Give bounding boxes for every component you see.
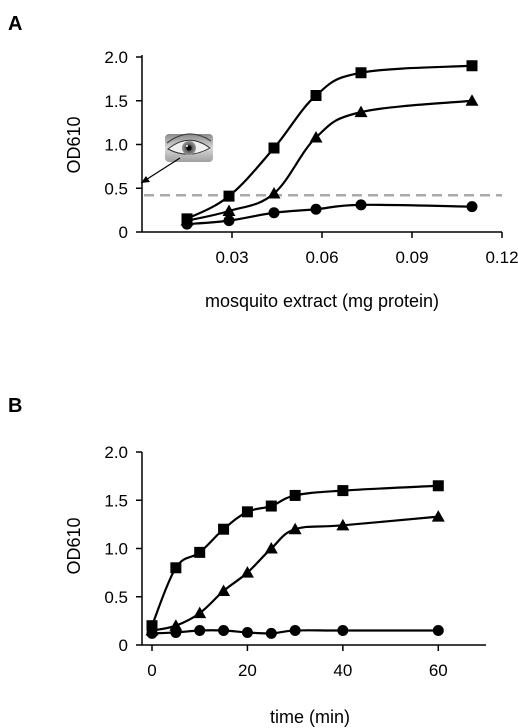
panel-a-xtick-label: 0.09 — [395, 248, 428, 267]
panel-a-xtick-label: 0.12 — [485, 248, 518, 267]
panel-a-point-square — [466, 60, 478, 72]
panel-a-xtick-label: 0.03 — [215, 248, 248, 267]
panel-b-point-triangle — [288, 522, 302, 535]
panel-a-ytick-label: 0.5 — [104, 179, 128, 198]
panel-b-point-circle — [432, 625, 444, 637]
panel-b-xtick-label: 20 — [238, 661, 257, 680]
panel-a: A OD610 mosquito extract (mg protein) 0 0… — [8, 13, 518, 311]
panel-a-point-square — [355, 67, 367, 79]
eye-icon — [165, 133, 213, 162]
panel-b-point-circle — [337, 625, 349, 637]
panel-b-point-triangle — [431, 510, 445, 522]
panel-a-ytick-label: 0 — [119, 223, 128, 242]
panel-a-point-square — [310, 90, 322, 101]
panel-b: B OD610 time (min) 0 0.5 1.0 1.5 2.0 0 20 40 60 — [8, 395, 486, 727]
panel-b-label: B — [8, 395, 22, 417]
panel-b-point-circle — [289, 625, 301, 637]
panel-b-ytick-label: 0 — [119, 636, 128, 655]
panel-b-ytick-label: 1.5 — [104, 491, 128, 510]
panel-b-point-square — [337, 485, 349, 497]
panel-b-xtick-label: 0 — [147, 661, 156, 680]
panel-b-point-triangle — [193, 606, 207, 619]
panel-a-point-circle — [181, 218, 193, 230]
panel-b-ytick-label: 0.5 — [104, 588, 128, 607]
panel-a-point-triangle — [267, 187, 281, 199]
panel-b-point-triangle — [336, 518, 350, 531]
panel-b-point-circle — [194, 625, 206, 637]
panel-b-point-square — [432, 480, 444, 492]
panel-a-point-triangle — [465, 94, 479, 106]
panel-b-point-triangle — [217, 584, 231, 596]
panel-b-xtick-label: 40 — [333, 661, 352, 680]
panel-b-point-circle — [146, 627, 158, 639]
panel-b-point-triangle — [264, 542, 278, 554]
panel-a-point-square — [268, 142, 280, 154]
panel-a-ylabel: OD610 — [64, 116, 84, 173]
eye-arrow — [140, 157, 181, 184]
panel-a-point-circle — [355, 199, 367, 211]
panel-b-ytick-label: 2.0 — [104, 443, 128, 462]
panel-a-point-circle — [466, 201, 478, 213]
panel-b-point-circle — [265, 627, 277, 639]
panel-b-point-circle — [241, 626, 253, 638]
panel-b-point-square — [265, 500, 277, 512]
panel-b-point-circle — [218, 625, 230, 637]
panel-a-xtick-label: 0.06 — [305, 248, 338, 267]
panel-b-xtick-label: 60 — [429, 661, 448, 680]
panel-b-ytick-label: 1.0 — [104, 540, 128, 559]
panel-a-point-circle — [223, 215, 235, 227]
panel-a-ytick-label: 1.0 — [104, 136, 128, 155]
panel-a-ytick-label: 1.5 — [104, 92, 128, 111]
panel-b-point-circle — [170, 626, 182, 638]
panel-b-point-square — [194, 546, 206, 558]
panel-a-ytick-label: 2.0 — [104, 48, 128, 67]
panel-a-point-triangle — [309, 131, 323, 143]
panel-a-point-triangle — [222, 204, 236, 216]
panel-a-point-triangle — [354, 105, 368, 118]
panel-a-series-line-triangle — [186, 99, 473, 222]
panel-b-point-square — [289, 489, 301, 501]
panel-a-point-circle — [310, 203, 322, 215]
panel-a-point-square — [223, 190, 235, 202]
panel-b-xlabel: time (min) — [270, 707, 350, 727]
panel-b-point-square — [218, 523, 230, 535]
panel-b-ylabel: OD610 — [64, 517, 84, 574]
panel-b-point-square — [170, 562, 182, 574]
panel-a-xlabel: mosquito extract (mg protein) — [205, 291, 439, 311]
panel-b-point-triangle — [169, 619, 183, 631]
panel-a-label: A — [8, 13, 22, 35]
panel-a-point-circle — [268, 207, 280, 219]
panel-b-point-square — [241, 506, 253, 518]
panel-b-point-triangle — [240, 566, 254, 578]
